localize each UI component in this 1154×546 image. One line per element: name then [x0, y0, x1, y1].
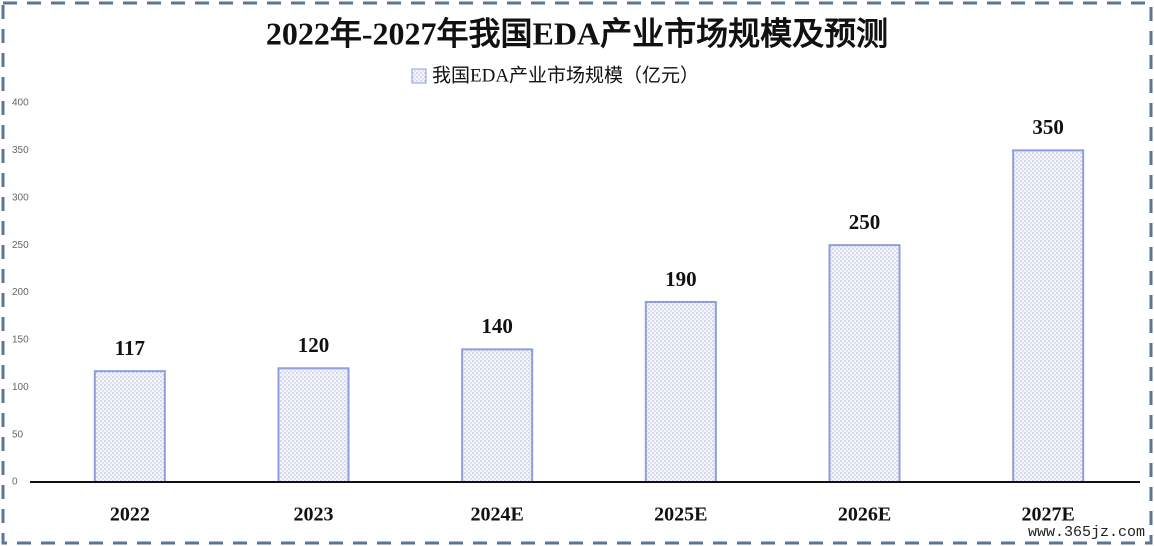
x-tick-label: 2022	[110, 504, 150, 526]
x-tick-label: 2025E	[654, 504, 707, 526]
chart-title: 2022年-2027年我国EDA产业市场规模及预测	[266, 15, 888, 51]
data-label: 117	[115, 336, 145, 360]
x-tick-label: 2023	[294, 504, 334, 526]
data-label: 250	[849, 210, 881, 234]
bar	[828, 244, 901, 483]
y-tick-label: 350	[12, 145, 29, 156]
bar	[1012, 149, 1085, 483]
y-tick-label: 0	[12, 477, 18, 488]
y-tick-label: 100	[12, 382, 29, 393]
y-tick-label: 300	[12, 192, 29, 203]
y-tick-label: 50	[12, 429, 24, 440]
x-tick-label: 2027E	[1021, 504, 1074, 526]
bar	[277, 367, 350, 483]
x-tick-label: 2024E	[470, 504, 523, 526]
data-label: 120	[298, 333, 330, 357]
y-tick-label: 400	[12, 98, 29, 109]
data-label: 350	[1032, 115, 1064, 139]
data-label: 140	[481, 314, 513, 338]
y-tick-label: 200	[12, 287, 29, 298]
data-label: 190	[665, 267, 697, 291]
bar	[93, 370, 166, 483]
watermark: www.365jz.com	[1028, 524, 1145, 541]
x-tick-label: 2026E	[838, 504, 891, 526]
bar	[461, 348, 534, 483]
legend-label: 我国EDA产业市场规模（亿元）	[432, 64, 699, 86]
y-tick-label: 250	[12, 240, 29, 251]
bar	[644, 300, 717, 483]
legend-swatch	[411, 68, 427, 84]
legend: 我国EDA产业市场规模（亿元）	[411, 64, 699, 86]
y-tick-label: 150	[12, 335, 29, 346]
